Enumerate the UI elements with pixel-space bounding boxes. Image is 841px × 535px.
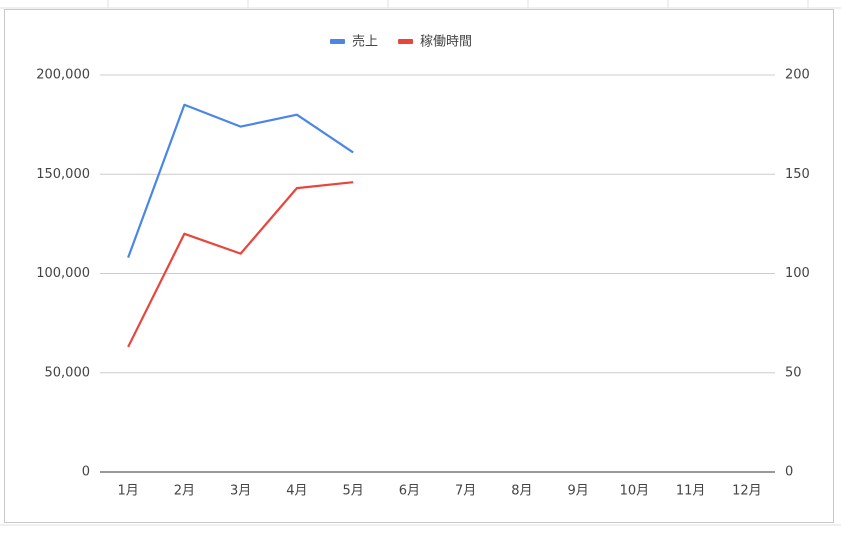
series-line	[127, 103, 354, 258]
y2-tick-label: 150	[785, 167, 810, 182]
x-tick-label: 8月	[511, 484, 532, 499]
x-tick-label: 1月	[117, 484, 138, 499]
chart-frame	[4, 9, 834, 523]
y-tick-label: 150,000	[36, 167, 90, 182]
y-tick-label: 200,000	[36, 68, 90, 83]
x-tick-label: 7月	[455, 484, 476, 499]
y2-tick-label: 50	[785, 365, 802, 380]
legend-swatch	[330, 39, 345, 44]
x-tick-label: 4月	[286, 484, 307, 499]
y2-tick-label: 100	[785, 266, 810, 281]
y2-tick-label: 200	[785, 68, 810, 83]
x-tick-label: 3月	[230, 484, 251, 499]
x-tick-label: 11月	[676, 484, 706, 499]
y2-tick-label: 0	[785, 465, 793, 480]
y-tick-label: 0	[82, 465, 90, 480]
x-tick-label: 12月	[732, 484, 762, 499]
x-tick-label: 2月	[174, 484, 195, 499]
legend-swatch	[398, 39, 414, 44]
series-line	[127, 181, 354, 348]
x-tick-label: 5月	[342, 484, 363, 499]
x-tick-label: 10月	[620, 484, 650, 499]
legend-label: 売上	[352, 34, 378, 50]
x-tick-label: 9月	[567, 484, 588, 499]
y-tick-label: 100,000	[36, 266, 90, 281]
legend-label: 稼働時間	[420, 35, 472, 50]
x-tick-label: 6月	[399, 484, 420, 499]
y-tick-label: 50,000	[45, 365, 91, 380]
